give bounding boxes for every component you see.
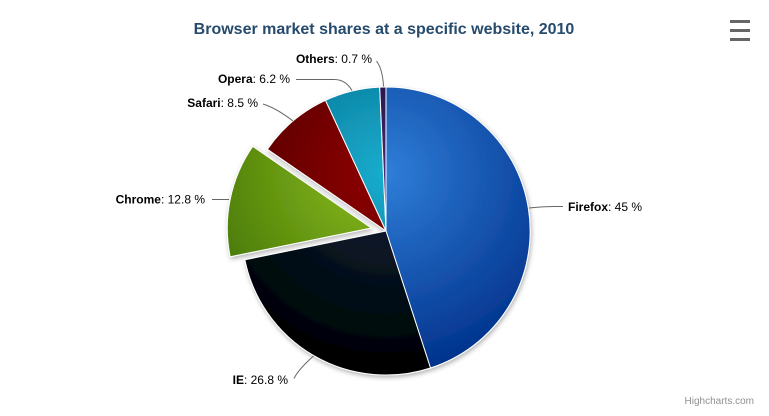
- data-label-ie: IE: 26.8 %: [233, 373, 289, 387]
- data-label-connector-ie: [293, 355, 314, 379]
- pie-slice-ie[interactable]: [244, 230, 431, 376]
- data-label-connector-safari: [262, 103, 294, 122]
- data-label-connectors-group: [212, 60, 563, 379]
- credits-link[interactable]: Highcharts.com: [684, 396, 754, 407]
- data-label-others: Others: 0.7 %: [296, 52, 372, 66]
- data-label-safari: Safari: 8.5 %: [187, 96, 258, 110]
- data-label-firefox: Firefox: 45 %: [568, 200, 642, 214]
- chart-title: Browser market shares at a specific webs…: [194, 21, 575, 38]
- data-label-connector-opera: [296, 79, 353, 91]
- pie-slice-others[interactable]: [379, 86, 387, 232]
- pie-slice-firefox[interactable]: [385, 86, 531, 369]
- data-label-connector-firefox: [528, 206, 563, 209]
- data-label-chrome: Chrome: 12.8 %: [116, 193, 206, 207]
- hamburger-icon: [730, 28, 750, 32]
- pie-slice-chrome[interactable]: [226, 145, 372, 258]
- pie-slices-group: [226, 86, 531, 376]
- hamburger-icon: [730, 37, 750, 41]
- data-label-connector-others: [376, 60, 384, 87]
- data-labels-group: Firefox: 45 % IE: 26.8 % Chrome: 12.8 % Saf…: [116, 52, 643, 387]
- chart-context-menu-button[interactable]: [728, 16, 754, 44]
- hamburger-icon: [730, 19, 750, 23]
- data-label-opera: Opera: 6.2 %: [218, 72, 290, 86]
